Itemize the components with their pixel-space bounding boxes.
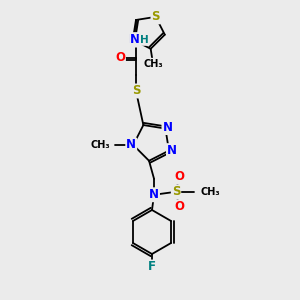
Text: S: S [152, 11, 160, 23]
Text: N: N [162, 121, 172, 134]
Text: CH₃: CH₃ [200, 187, 220, 197]
Text: S: S [172, 185, 180, 198]
Text: CH₃: CH₃ [91, 140, 110, 150]
Text: O: O [115, 52, 125, 64]
Text: N: N [167, 144, 177, 157]
Text: CH₃: CH₃ [143, 58, 163, 69]
Text: O: O [174, 200, 184, 213]
Text: H: H [140, 35, 148, 45]
Text: F: F [148, 260, 156, 274]
Text: S: S [132, 85, 140, 98]
Text: N: N [149, 188, 159, 201]
Text: N: N [126, 139, 136, 152]
Text: N: N [130, 34, 140, 46]
Text: O: O [174, 170, 184, 183]
Text: N: N [128, 33, 138, 46]
